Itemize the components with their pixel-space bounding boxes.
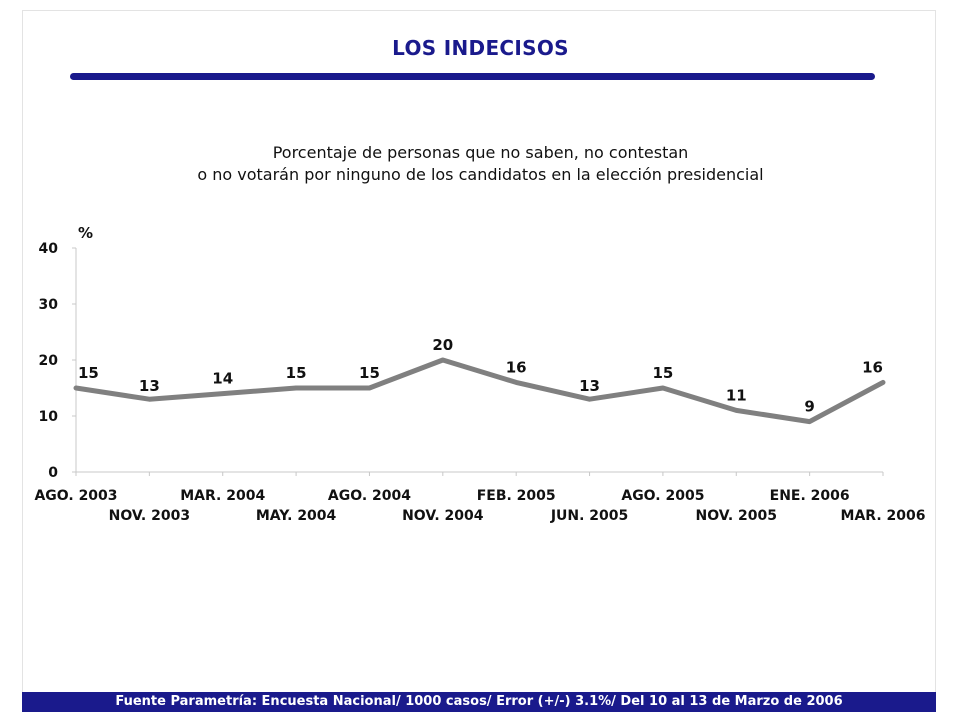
data-label: 13 [579, 377, 600, 395]
series-line [73, 357, 886, 425]
y-tick-label: 40 [39, 241, 59, 257]
data-label: 9 [804, 398, 814, 416]
y-tick-label: 0 [48, 465, 58, 481]
page-title: LOS INDECISOS [392, 36, 569, 60]
data-label: 15 [78, 364, 99, 382]
y-tick-label: 10 [39, 409, 59, 425]
y-axis-label: % [78, 224, 93, 242]
x-tick-label: AGO. 2004 [328, 488, 411, 504]
data-label: 15 [286, 364, 307, 382]
x-tick-label: MAR. 2006 [841, 508, 926, 524]
data-label: 13 [139, 377, 160, 395]
x-tick-label: MAR. 2004 [180, 488, 265, 504]
data-label: 16 [506, 358, 527, 376]
data-label: 20 [432, 336, 453, 354]
x-tick-label: NOV. 2005 [696, 508, 777, 524]
x-tick-label: JUN. 2005 [550, 508, 628, 524]
data-label: 11 [726, 386, 747, 404]
x-tick-label: FEB. 2005 [477, 488, 556, 504]
x-tick-label: AGO. 2005 [621, 488, 704, 504]
data-label: 15 [359, 364, 380, 382]
x-tick-label: ENE. 2006 [770, 488, 850, 504]
chart-subtitle-line-1: Porcentaje de personas que no saben, no … [272, 143, 689, 162]
data-label: 15 [652, 364, 673, 382]
x-tick-label: NOV. 2003 [109, 508, 190, 524]
y-tick-label: 30 [39, 297, 59, 313]
data-label: 16 [862, 358, 883, 376]
chart-subtitle-line-2: o no votarán por ninguno de los candidat… [197, 165, 764, 184]
x-tick-label: NOV. 2004 [402, 508, 484, 524]
title-underline [70, 73, 875, 80]
source-footer: Fuente Parametría: Encuesta Nacional/ 10… [22, 692, 936, 712]
x-tick-label: MAY. 2004 [256, 508, 337, 524]
x-tick-label: AGO. 2003 [34, 488, 117, 504]
data-label: 14 [212, 370, 233, 388]
y-tick-label: 20 [39, 353, 59, 369]
